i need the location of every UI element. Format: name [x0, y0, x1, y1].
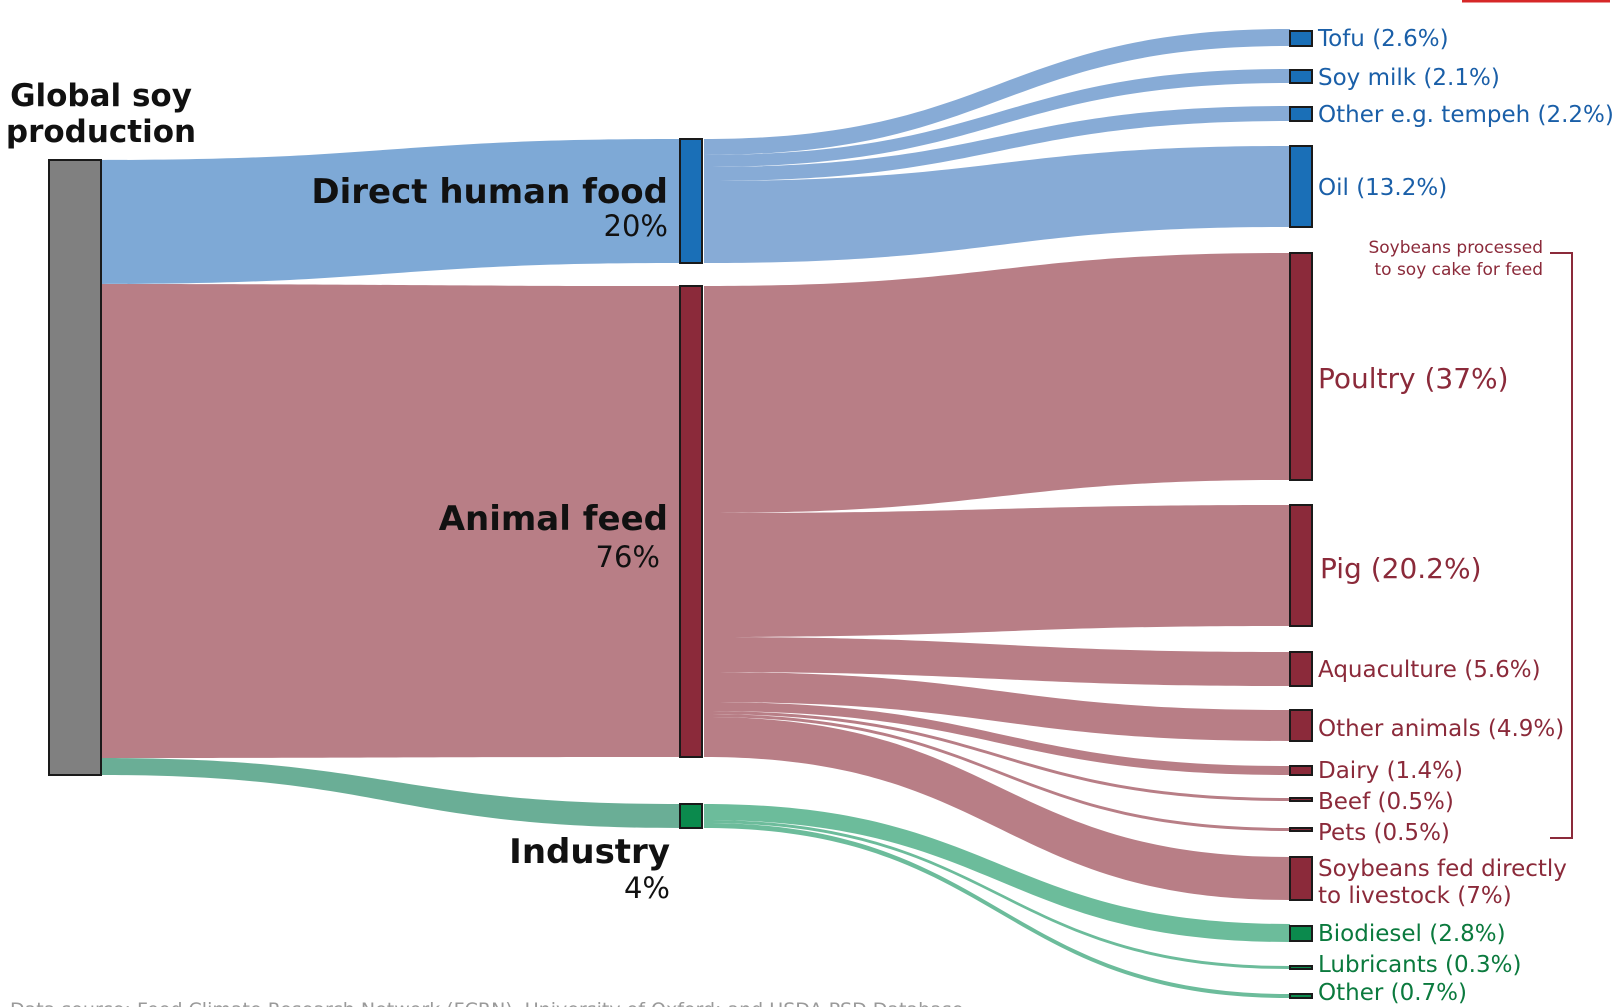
label-fed-directly-line2: to livestock (7%): [1318, 883, 1512, 909]
flow-feed-aquaculture: [704, 637, 1290, 686]
source-title-line2: production: [6, 114, 196, 150]
label-other-food: Other e.g. tempeh (2.2%): [1318, 102, 1614, 128]
flow-industry-other: [704, 823, 1290, 998]
node-other-animals: [1289, 709, 1313, 742]
node-poultry: [1289, 252, 1313, 481]
node-lubricants: [1289, 965, 1313, 970]
bracket-label-line1: Soybeans processed: [1368, 238, 1543, 258]
flow-food-tofu: [704, 29, 1290, 155]
flow-feed-beef: [704, 711, 1290, 801]
node-industry: [679, 803, 703, 829]
flow-source-industry: [101, 758, 680, 828]
label-biodiesel: Biodiesel (2.8%): [1318, 921, 1506, 947]
node-tofu: [1289, 30, 1313, 47]
node-fed-directly: [1289, 856, 1313, 901]
label-fed-directly-line1: Soybeans fed directly: [1318, 856, 1567, 882]
flow-feed-pig: [704, 505, 1290, 637]
node-other-industry: [1289, 993, 1313, 999]
feed-bracket: [1550, 252, 1573, 839]
label-aquaculture: Aquaculture (5.6%): [1318, 657, 1541, 683]
label-soy-milk: Soy milk (2.1%): [1318, 65, 1500, 91]
flow-industry-lubricants: [704, 820, 1290, 969]
pct-direct-human-food: 20%: [604, 209, 668, 243]
label-direct-human-food: Direct human food: [311, 172, 668, 212]
label-tofu: Tofu (2.6%): [1317, 26, 1449, 52]
flow-source-feed: [101, 284, 680, 758]
label-oil: Oil (13.2%): [1318, 175, 1447, 201]
industry-flows: [704, 804, 1290, 998]
node-dairy: [1289, 765, 1313, 776]
label-animal-feed: Animal feed: [439, 499, 668, 539]
flow-feed-other-animals: [704, 672, 1290, 741]
flow-food-soymilk: [704, 69, 1290, 167]
source-footer: Data source: Food Climate Research Netwo…: [10, 999, 969, 1007]
flow-feed-dairy: [704, 702, 1290, 775]
flow-food-other: [704, 106, 1290, 181]
flow-source-food: [101, 139, 680, 284]
pct-animal-feed: 76%: [596, 540, 660, 574]
label-poultry: Poultry (37%): [1318, 362, 1509, 395]
label-dairy: Dairy (1.4%): [1318, 758, 1463, 784]
feed-flows: [704, 253, 1290, 900]
label-pig: Pig (20.2%): [1320, 552, 1482, 585]
label-beef: Beef (0.5%): [1318, 789, 1454, 815]
flow-feed-poultry: [704, 253, 1290, 513]
label-industry: Industry: [509, 832, 670, 872]
node-soy-milk: [1289, 69, 1313, 84]
node-global-soy: [48, 159, 102, 776]
label-lubricants: Lubricants (0.3%): [1318, 952, 1521, 978]
flow-food-oil: [704, 146, 1290, 263]
node-beef: [1289, 797, 1313, 802]
flow-feed-direct-livestock: [704, 717, 1290, 900]
label-pets: Pets (0.5%): [1318, 820, 1450, 846]
label-other-animals: Other animals (4.9%): [1318, 716, 1564, 742]
node-direct-human-food: [679, 138, 703, 264]
node-oil: [1289, 145, 1313, 228]
source-flows: [101, 139, 680, 828]
source-title-line1: Global soy: [10, 78, 192, 114]
bracket-label-line2: to soy cake for feed: [1374, 260, 1543, 280]
node-pets: [1289, 827, 1313, 832]
node-pig: [1289, 504, 1313, 627]
pct-industry: 4%: [624, 871, 670, 905]
node-aquaculture: [1289, 651, 1313, 687]
food-flows: [704, 29, 1290, 263]
node-other-food: [1289, 106, 1313, 122]
flow-industry-biodiesel: [704, 804, 1290, 942]
node-biodiesel: [1289, 925, 1313, 942]
node-animal-feed: [679, 285, 703, 758]
flow-feed-pets: [704, 714, 1290, 831]
label-other-industry: Other (0.7%): [1318, 980, 1467, 1006]
